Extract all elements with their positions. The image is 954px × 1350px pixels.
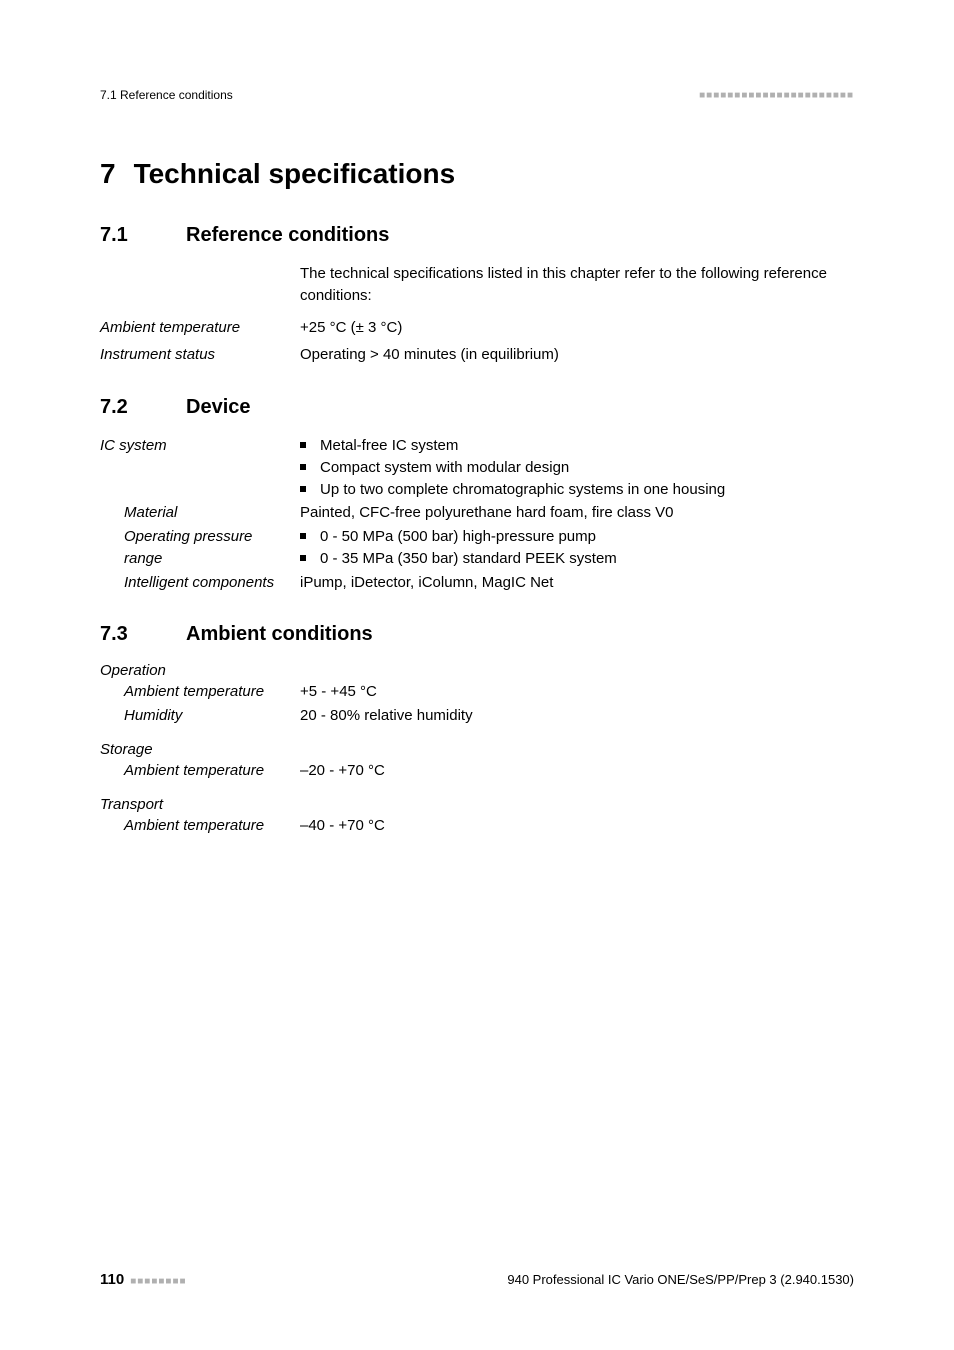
spec-row: Ambient temperature –20 - +70 °C: [100, 760, 854, 782]
spec-value: +5 - +45 °C: [300, 681, 854, 703]
spec-label: Material: [100, 502, 300, 524]
bullet-item: Metal-free IC system: [300, 435, 854, 457]
running-header: 7.1 Reference conditions ■■■■■■■■■■■■■■■…: [100, 88, 854, 102]
group-heading-transport: Transport: [100, 796, 854, 813]
bullet-item: Compact system with modular design: [300, 457, 854, 479]
spec-label: Humidity: [100, 705, 300, 727]
spec-label: Ambient temperature: [100, 760, 300, 782]
spec-label: Ambient temperature: [100, 681, 300, 703]
header-left: 7.1 Reference conditions: [100, 88, 233, 102]
section-number: 7.1: [100, 224, 152, 247]
spec-value: +25 °C (± 3 °C): [300, 317, 854, 339]
spec-row: IC system Metal-free IC system Compact s…: [100, 435, 854, 500]
spec-value: Operating > 40 minutes (in equilibrium): [300, 344, 854, 366]
spec-value: iPump, iDetector, iColumn, MagIC Net: [300, 572, 854, 594]
chapter-number: 7: [100, 158, 116, 189]
bullet-item: 0 - 35 MPa (350 bar) standard PEEK syste…: [300, 548, 854, 570]
section-7-1-intro: The technical specifications listed in t…: [300, 263, 854, 307]
spec-value: 20 - 80% relative humidity: [300, 705, 854, 727]
spec-value: Painted, CFC-free polyurethane hard foam…: [300, 502, 854, 524]
header-dashes: ■■■■■■■■■■■■■■■■■■■■■■: [699, 90, 854, 101]
bullet-item: Up to two complete chromatographic syste…: [300, 479, 854, 501]
spec-row: Ambient temperature +25 °C (± 3 °C): [100, 317, 854, 339]
spec-row: Ambient temperature +5 - +45 °C: [100, 681, 854, 703]
section-title: Reference conditions: [186, 224, 389, 246]
bullet-list: Metal-free IC system Compact system with…: [300, 435, 854, 500]
spec-value: Metal-free IC system Compact system with…: [300, 435, 854, 500]
section-title: Ambient conditions: [186, 623, 373, 645]
spec-label: IC system: [100, 435, 300, 457]
spec-row: Instrument status Operating > 40 minutes…: [100, 344, 854, 366]
section-title: Device: [186, 396, 251, 418]
spec-value: –20 - +70 °C: [300, 760, 854, 782]
page-footer: 110 ■■■■■■■■ 940 Professional IC Vario ON…: [100, 1271, 854, 1288]
spec-row: Material Painted, CFC-free polyurethane …: [100, 502, 854, 524]
spec-row: Humidity 20 - 80% relative humidity: [100, 705, 854, 727]
spec-label: Operating pressure range: [100, 526, 300, 570]
bullet-list: 0 - 50 MPa (500 bar) high-pressure pump …: [300, 526, 854, 570]
footer-dashes: ■■■■■■■■: [130, 1276, 186, 1287]
spec-row: Intelligent components iPump, iDetector,…: [100, 572, 854, 594]
group-heading-storage: Storage: [100, 741, 854, 758]
spec-value: –40 - +70 °C: [300, 815, 854, 837]
chapter-title: Technical specifications: [134, 158, 456, 189]
chapter-heading: 7 Technical specifications: [100, 158, 854, 190]
group-heading-operation: Operation: [100, 662, 854, 679]
spec-row: Operating pressure range 0 - 50 MPa (500…: [100, 526, 854, 570]
spec-label: Ambient temperature: [100, 317, 300, 339]
bullet-item: 0 - 50 MPa (500 bar) high-pressure pump: [300, 526, 854, 548]
footer-left: 110 ■■■■■■■■: [100, 1271, 187, 1288]
spec-label: Instrument status: [100, 344, 300, 366]
footer-docref: 940 Professional IC Vario ONE/SeS/PP/Pre…: [507, 1272, 854, 1287]
section-number: 7.3: [100, 623, 152, 646]
spec-label: Intelligent components: [100, 572, 300, 594]
spec-value: 0 - 50 MPa (500 bar) high-pressure pump …: [300, 526, 854, 570]
section-7-3-heading: 7.3 Ambient conditions: [100, 623, 854, 646]
section-number: 7.2: [100, 396, 152, 419]
spec-row: Ambient temperature –40 - +70 °C: [100, 815, 854, 837]
section-7-1-heading: 7.1 Reference conditions: [100, 224, 854, 247]
page-number: 110: [100, 1271, 124, 1288]
section-7-2-heading: 7.2 Device: [100, 396, 854, 419]
spec-label: Ambient temperature: [100, 815, 300, 837]
page-content: 7 Technical specifications 7.1 Reference c…: [100, 158, 854, 836]
